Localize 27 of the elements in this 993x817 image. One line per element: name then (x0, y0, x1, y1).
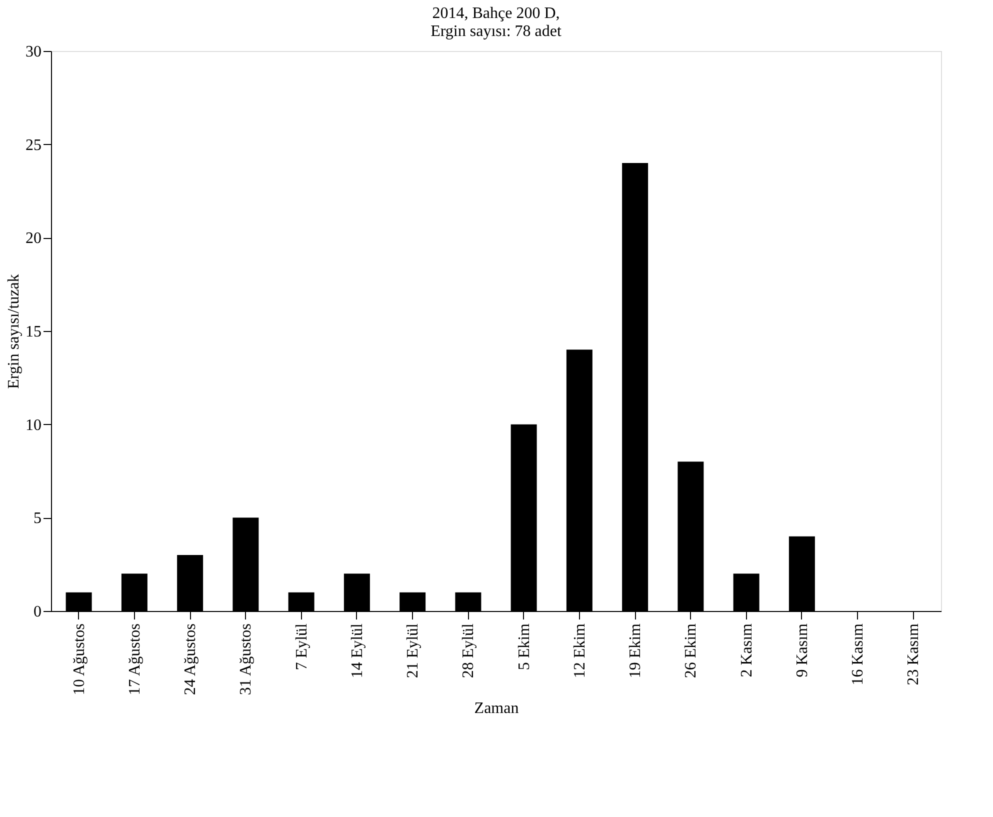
x-tick-label: 10 Ağustos (70, 624, 88, 696)
y-tick-label: 15 (26, 324, 42, 340)
y-tick-label: 30 (26, 44, 42, 60)
x-tick-label: 31 Ağustos (238, 624, 255, 696)
x-tick-label: 14 Eylül (348, 622, 366, 678)
x-tick-label: 16 Kasım (850, 622, 867, 686)
x-tick-label: 19 Ekim (627, 622, 644, 678)
x-tick-label: 21 Eylül (404, 622, 422, 678)
y-tick-label: 5 (34, 510, 42, 528)
y-tick-label: 25 (26, 136, 42, 154)
x-tick-label: 2 Kasım (738, 622, 756, 678)
x-tick-label: 26 Ekim (682, 622, 700, 678)
y-axis-title: Ergin sayısı/tuzak (6, 274, 22, 389)
x-tick-label: 5 Ekim (516, 622, 533, 670)
x-tick-label: 24 Ağustos (182, 624, 200, 696)
y-tick-label: 20 (26, 230, 42, 248)
y-tick-label: 0 (34, 604, 42, 620)
x-tick-label: 23 Kasım (905, 622, 922, 686)
text: Ergin sayısı: 78 adet (430, 23, 562, 40)
x-tick-label: 9 Kasım (794, 622, 811, 678)
y-tick-label: 10 (26, 416, 42, 434)
x-tick-label: 17 Ağustos (126, 624, 144, 696)
x-axis-title: Zaman (474, 700, 519, 717)
x-tick-label: 7 Eylül (293, 622, 310, 670)
text: 2014, Bahçe 200 D, (432, 5, 560, 22)
x-tick-label: 12 Ekim (571, 622, 588, 678)
x-tick-label: 28 Eylül (460, 622, 478, 678)
